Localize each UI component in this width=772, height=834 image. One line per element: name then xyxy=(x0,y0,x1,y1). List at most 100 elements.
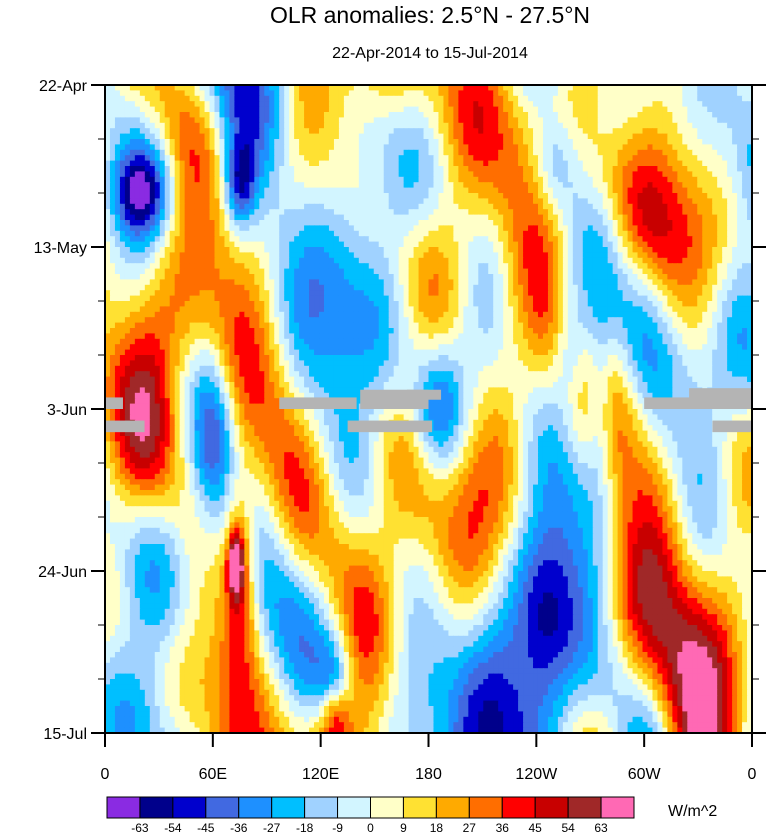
heatmap-cell xyxy=(587,176,594,183)
heatmap-cell xyxy=(463,176,469,183)
heatmap-cell xyxy=(144,187,151,194)
heatmap-cell xyxy=(299,187,305,194)
heatmap-cell xyxy=(254,236,260,243)
heatmap-cell xyxy=(493,144,499,151)
heatmap-cell xyxy=(552,112,559,118)
heatmap-cell xyxy=(722,274,728,280)
heatmap-cell xyxy=(114,187,121,194)
heatmap-cell xyxy=(717,214,723,221)
heatmap-cell xyxy=(323,128,330,135)
heatmap-cell xyxy=(105,225,111,232)
heatmap-cell xyxy=(234,230,240,237)
heatmap-cell xyxy=(592,155,599,162)
heatmap-cell xyxy=(129,225,136,232)
heatmap-cell xyxy=(597,106,604,113)
heatmap-cell xyxy=(343,241,350,248)
heatmap-cell xyxy=(164,230,171,237)
heatmap-cell xyxy=(144,284,151,291)
heatmap-cell xyxy=(592,225,599,232)
heatmap-cell xyxy=(319,279,325,286)
heatmap-cell xyxy=(682,122,688,129)
heatmap-cell xyxy=(309,106,315,113)
heatmap-cell xyxy=(662,139,668,145)
heatmap-cell xyxy=(149,106,156,113)
heatmap-cell xyxy=(667,166,673,172)
heatmap-cell xyxy=(289,247,295,253)
heatmap-cell xyxy=(373,214,380,221)
heatmap-cell xyxy=(528,236,534,243)
heatmap-cell xyxy=(662,198,668,205)
heatmap-cell xyxy=(129,257,136,264)
heatmap-cell xyxy=(319,268,325,275)
heatmap-cell xyxy=(254,252,260,259)
heatmap-cell xyxy=(547,214,554,221)
heatmap-cell xyxy=(328,236,335,243)
heatmap-cell xyxy=(662,117,668,124)
heatmap-cell xyxy=(234,252,240,259)
heatmap-cell xyxy=(747,279,753,286)
heatmap-cell xyxy=(319,257,325,264)
heatmap-cell xyxy=(254,85,260,91)
heatmap-cell xyxy=(498,279,504,286)
heatmap-cell xyxy=(383,128,390,135)
heatmap-cell xyxy=(727,284,733,291)
heatmap-cell xyxy=(304,241,310,248)
heatmap-cell xyxy=(453,241,459,248)
heatmap-cell xyxy=(498,155,504,162)
heatmap-cell xyxy=(164,95,171,102)
heatmap-cell xyxy=(513,193,519,199)
heatmap-cell xyxy=(189,198,196,205)
heatmap-cell xyxy=(652,117,659,124)
heatmap-cell xyxy=(403,122,410,129)
heatmap-cell xyxy=(582,279,589,286)
heatmap-cell xyxy=(378,263,385,270)
heatmap-cell xyxy=(702,247,708,253)
heatmap-cell xyxy=(139,193,146,199)
heatmap-cell xyxy=(209,225,216,232)
heatmap-cell xyxy=(552,122,559,129)
heatmap-cell xyxy=(353,144,360,151)
heatmap-cell xyxy=(114,176,121,183)
heatmap-cell xyxy=(204,160,211,167)
heatmap-cell xyxy=(353,263,360,270)
heatmap-cell xyxy=(244,160,250,167)
heatmap-cell xyxy=(403,257,410,264)
heatmap-cell xyxy=(712,274,718,280)
heatmap-cell xyxy=(438,187,445,194)
heatmap-cell xyxy=(458,220,464,226)
heatmap-cell xyxy=(478,236,484,243)
heatmap-cell xyxy=(328,122,335,129)
heatmap-cell xyxy=(687,160,693,167)
heatmap-cell xyxy=(453,182,459,189)
heatmap-cell xyxy=(189,220,196,226)
heatmap-cell xyxy=(493,230,499,237)
heatmap-cell xyxy=(463,117,469,124)
heatmap-cell xyxy=(587,209,594,216)
heatmap-cell xyxy=(488,149,494,156)
heatmap-cell xyxy=(687,133,693,140)
heatmap-cell xyxy=(149,182,156,189)
heatmap-cell xyxy=(632,160,639,167)
heatmap-cell xyxy=(552,274,559,280)
heatmap-cell xyxy=(219,182,226,189)
heatmap-cell xyxy=(523,139,529,145)
heatmap-cell xyxy=(632,225,639,232)
heatmap-cell xyxy=(667,284,673,291)
heatmap-cell xyxy=(528,122,534,129)
heatmap-cell xyxy=(408,257,415,264)
heatmap-cell xyxy=(552,263,559,270)
heatmap-cell xyxy=(632,176,639,183)
heatmap-cell xyxy=(747,182,753,189)
heatmap-cell xyxy=(194,263,201,270)
heatmap-cell xyxy=(119,247,126,253)
heatmap-cell xyxy=(229,95,235,102)
heatmap-cell xyxy=(234,214,240,221)
heatmap-cell xyxy=(353,268,360,275)
heatmap-cell xyxy=(368,247,375,253)
heatmap-cell xyxy=(488,198,494,205)
heatmap-cell xyxy=(518,268,524,275)
heatmap-cell xyxy=(129,230,136,237)
heatmap-cell xyxy=(304,230,310,237)
heatmap-cell xyxy=(448,117,454,124)
heatmap-cell xyxy=(672,187,678,194)
